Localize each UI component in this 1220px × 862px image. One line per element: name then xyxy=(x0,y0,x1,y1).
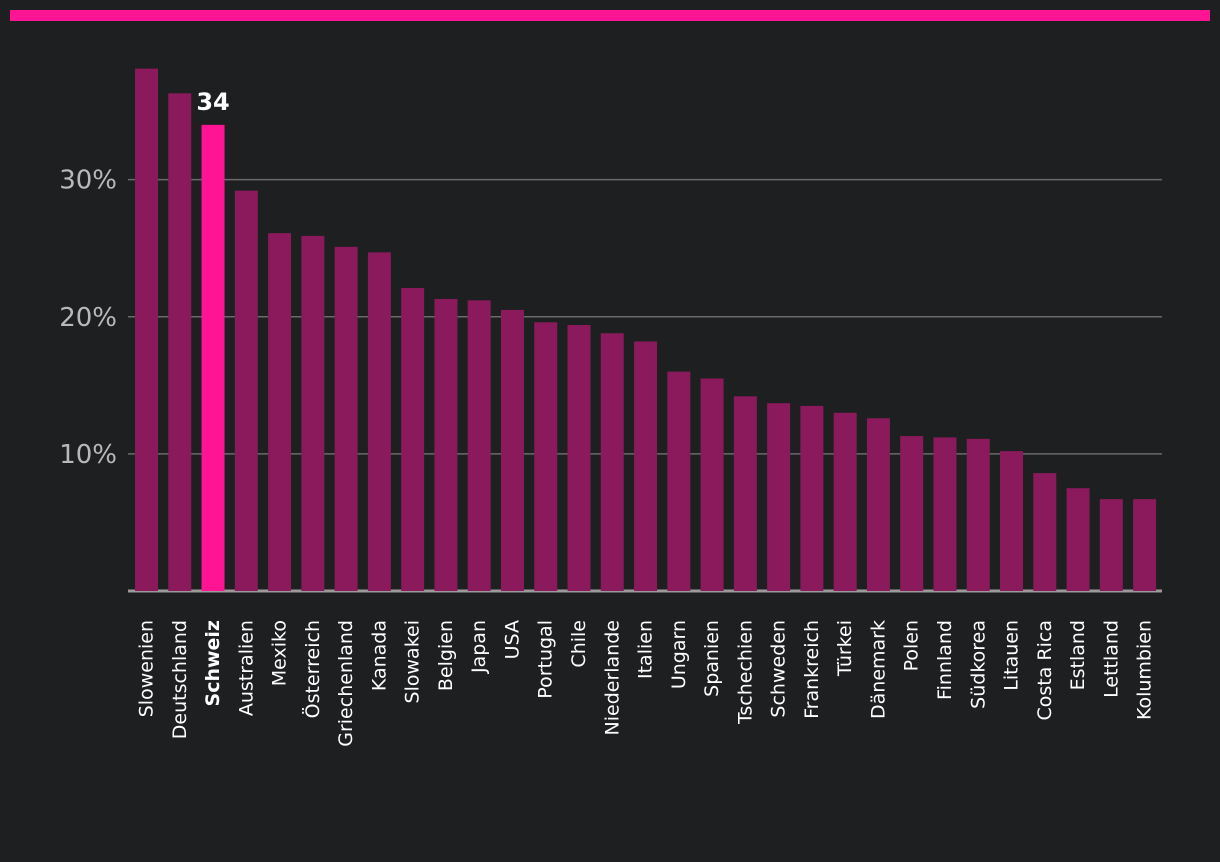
bar xyxy=(434,298,458,591)
bar xyxy=(367,252,391,591)
x-category-label: Südkorea xyxy=(967,620,989,709)
bar xyxy=(500,309,524,591)
bar xyxy=(700,378,724,591)
x-category-label: Australien xyxy=(235,620,257,716)
x-category-label: Kanada xyxy=(368,620,390,691)
x-category-label: Japan xyxy=(468,620,490,674)
x-category-label: Costa Rica xyxy=(1034,620,1056,721)
y-tick-label: 30% xyxy=(59,166,117,196)
x-category-label: Estland xyxy=(1067,620,1089,690)
label-layer: Slowenien Deutschland Schweiz Australien Mex… xyxy=(136,88,1156,747)
x-category-label: USA xyxy=(501,620,523,659)
x-category-label: Chile xyxy=(568,620,590,668)
x-category-label: Griechenland xyxy=(335,620,357,747)
x-category-label: Tschechien xyxy=(734,620,756,725)
bar xyxy=(600,333,624,591)
x-category-label: Frankreich xyxy=(801,620,823,719)
bar xyxy=(567,325,591,591)
bar xyxy=(866,418,890,591)
x-category-label: Slowenien xyxy=(136,620,158,717)
x-category-label: Mexiko xyxy=(269,620,291,686)
bar xyxy=(1099,499,1123,591)
bar xyxy=(135,68,158,591)
bar xyxy=(401,287,425,591)
bar xyxy=(1066,488,1090,591)
x-category-label: Slowakei xyxy=(402,620,424,703)
bar xyxy=(800,405,824,591)
x-category-label: Belgien xyxy=(435,620,457,691)
x-category-label: Spanien xyxy=(701,620,723,697)
bar xyxy=(966,438,990,591)
x-category-label: Schweden xyxy=(768,620,790,718)
bar xyxy=(334,246,358,591)
x-category-label: Dänemark xyxy=(867,620,889,719)
x-category-label: Italien xyxy=(635,620,657,679)
x-category-label: Österreich xyxy=(301,620,324,718)
bar xyxy=(833,412,857,591)
highlight-value-label: 34 xyxy=(196,88,229,116)
accent-bar xyxy=(10,10,1210,21)
x-category-label: Litauen xyxy=(1001,620,1023,691)
bar xyxy=(168,93,192,591)
bar xyxy=(900,436,924,591)
bar xyxy=(634,341,658,591)
bar xyxy=(467,300,491,591)
x-category-label: Schweiz xyxy=(202,620,224,706)
x-category-label: Portugal xyxy=(535,620,557,699)
y-tick-label: 10% xyxy=(59,440,117,470)
bar-layer xyxy=(135,68,1157,591)
x-category-label: Lettland xyxy=(1100,620,1122,698)
bar xyxy=(1033,473,1057,591)
y-tick-label: 20% xyxy=(59,303,117,333)
x-category-label: Türkei xyxy=(834,620,856,677)
bar xyxy=(933,437,957,591)
bar-highlight xyxy=(201,124,225,591)
x-category-label: Kolumbien xyxy=(1134,620,1156,720)
bar xyxy=(1000,451,1024,591)
x-category-label: Niederlande xyxy=(601,620,623,735)
bar xyxy=(534,322,558,591)
x-category-label: Polen xyxy=(901,620,923,671)
bar xyxy=(767,403,791,591)
bar xyxy=(667,371,691,591)
bar xyxy=(1133,499,1157,591)
bar xyxy=(234,190,258,591)
bar xyxy=(733,396,757,591)
x-category-label: Deutschland xyxy=(169,620,191,739)
x-category-label: Finnland xyxy=(934,620,956,700)
bar xyxy=(301,235,325,591)
x-category-label: Ungarn xyxy=(668,620,690,689)
bar xyxy=(268,233,292,591)
